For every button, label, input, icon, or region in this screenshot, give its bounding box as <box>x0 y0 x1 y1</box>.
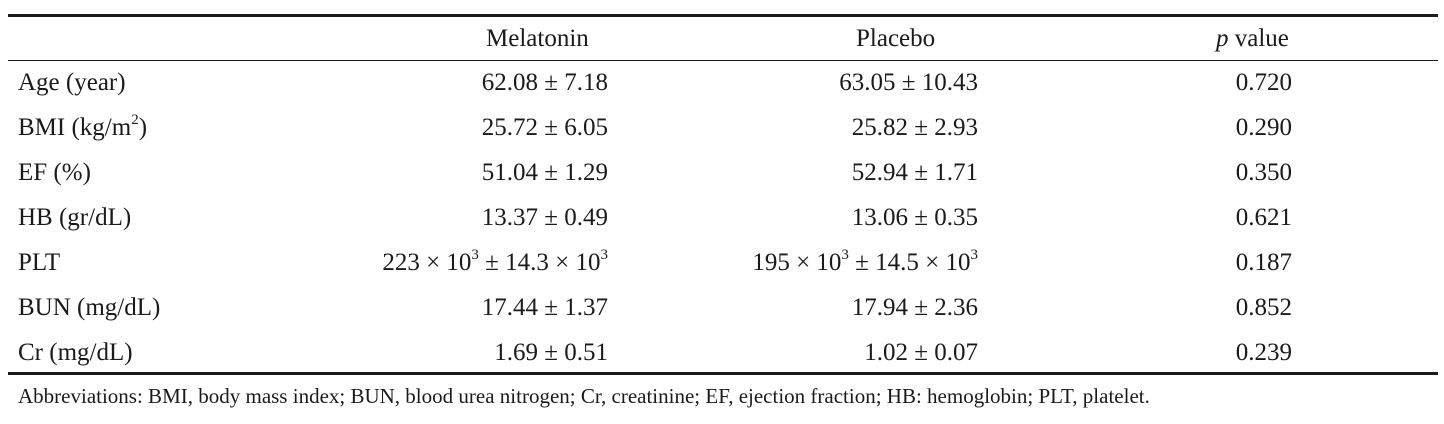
header-placebo: Placebo <box>856 25 936 52</box>
header-p-value: p value <box>1216 24 1289 54</box>
row-age-label: Age (year) <box>18 69 126 96</box>
row-ef-melatonin: 51.04 ± 1.29 <box>481 159 608 186</box>
table-header-rule <box>8 60 1438 61</box>
row-cr-p: 0.239 <box>1235 339 1292 366</box>
table-footnote: Abbreviations: BMI, body mass index; BUN… <box>18 384 1150 408</box>
row-bmi-p: 0.290 <box>1235 114 1292 141</box>
header-p-word: value <box>1234 25 1289 52</box>
table-top-rule <box>8 14 1438 17</box>
row-age-placebo: 63.05 ± 10.43 <box>839 69 978 96</box>
row-cr-label: Cr (mg/dL) <box>18 339 133 366</box>
row-bun-placebo: 17.94 ± 2.36 <box>851 294 978 321</box>
row-ef-placebo: 52.94 ± 1.71 <box>851 159 978 186</box>
table-bottom-rule <box>8 372 1438 375</box>
row-plt-placebo: 195 × 103 ± 14.5 × 103 <box>752 246 978 276</box>
row-plt-melatonin: 223 × 103 ± 14.3 × 103 <box>382 246 608 276</box>
header-melatonin: Melatonin <box>486 25 589 52</box>
row-age-p: 0.720 <box>1235 69 1292 96</box>
row-bmi-placebo: 25.82 ± 2.93 <box>851 114 978 141</box>
row-hb-placebo: 13.06 ± 0.35 <box>851 204 978 231</box>
row-plt-label: PLT <box>18 249 61 276</box>
row-bmi-label: BMI (kg/m2) <box>18 111 148 141</box>
row-bun-p: 0.852 <box>1235 294 1292 321</box>
row-hb-melatonin: 13.37 ± 0.49 <box>481 204 608 231</box>
row-cr-placebo: 1.02 ± 0.07 <box>864 339 978 366</box>
row-age-melatonin: 62.08 ± 7.18 <box>481 69 608 96</box>
row-bmi-melatonin: 25.72 ± 6.05 <box>481 114 608 141</box>
row-bun-label: BUN (mg/dL) <box>18 294 161 321</box>
header-p-symbol: p <box>1216 25 1229 52</box>
row-cr-melatonin: 1.69 ± 0.51 <box>494 339 608 366</box>
row-ef-p: 0.350 <box>1235 159 1292 186</box>
row-plt-p: 0.187 <box>1235 249 1292 276</box>
row-bun-melatonin: 17.44 ± 1.37 <box>481 294 608 321</box>
row-hb-label: HB (gr/dL) <box>18 204 132 231</box>
row-hb-p: 0.621 <box>1235 204 1292 231</box>
row-ef-label: EF (%) <box>18 159 91 186</box>
